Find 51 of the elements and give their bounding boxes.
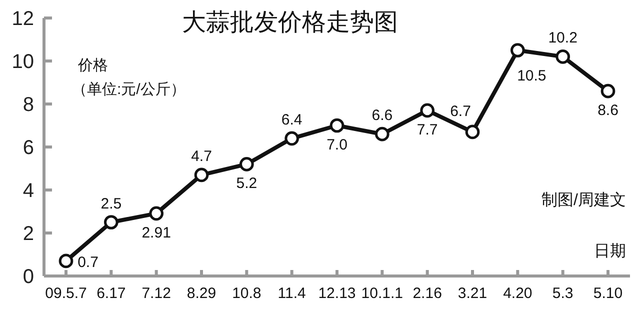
data-label: 6.4: [281, 111, 302, 128]
y-tick-label: 2: [22, 223, 34, 245]
data-label: 2.91: [142, 224, 171, 242]
x-tick-label: 10.8: [232, 285, 262, 302]
x-tick-label: 10.1.1: [361, 285, 404, 302]
point: [284, 131, 299, 146]
chart-title: 大蒜批发价格走势图: [182, 9, 398, 36]
point: [375, 126, 390, 142]
y-tick-label: 10: [12, 51, 34, 73]
x-tick-label: 8.29: [186, 285, 216, 302]
x-tick-label: 3.21: [458, 285, 488, 302]
point: [510, 43, 525, 58]
x-tick-label: 11.4: [278, 285, 306, 302]
x-tick-label: 2.16: [412, 285, 442, 302]
point: [104, 215, 118, 230]
y-axis-title: 价格: [77, 57, 108, 74]
y-tick-label: 6: [22, 137, 34, 159]
x-tick-label: 5.10: [593, 285, 623, 302]
annotation: 制图/周建文: [542, 191, 626, 209]
point: [556, 50, 570, 64]
x-tick-label: 5.3: [552, 285, 574, 302]
data-label: 6.7: [450, 102, 471, 120]
data-label: 10.2: [548, 30, 578, 47]
y-tick-label: 0: [22, 266, 34, 288]
point: [149, 206, 164, 221]
point: [58, 254, 74, 268]
y-tick-label: 4: [22, 180, 34, 202]
point: [420, 103, 434, 118]
point: [600, 84, 616, 98]
data-label: 7.0: [326, 136, 348, 154]
data-label: 8.6: [598, 102, 618, 120]
point: [465, 124, 480, 140]
point: [330, 118, 344, 133]
annotation: （单位:元/公斤）: [72, 81, 186, 98]
point: [240, 157, 254, 172]
data-label: 7.7: [416, 121, 438, 138]
data-label: 5.2: [236, 175, 258, 192]
data-label: 10.5: [517, 67, 546, 84]
x-tick-label: 09.5.7: [45, 285, 87, 302]
data-label: 6.6: [372, 107, 393, 124]
data-label: 4.7: [191, 148, 212, 165]
x-tick-label: 6.17: [96, 285, 126, 302]
y-tick-label: 8: [22, 94, 34, 116]
y-tick-label: 12: [12, 8, 34, 30]
point: [194, 168, 209, 182]
data-label: 0.7: [78, 254, 98, 271]
data-label: 2.5: [100, 195, 122, 212]
x-tick-label: 4.20: [503, 285, 532, 302]
x-axis-title: 日期: [594, 242, 626, 260]
x-tick-label: 7.12: [142, 285, 171, 302]
x-tick-label: 12.13: [318, 285, 356, 302]
